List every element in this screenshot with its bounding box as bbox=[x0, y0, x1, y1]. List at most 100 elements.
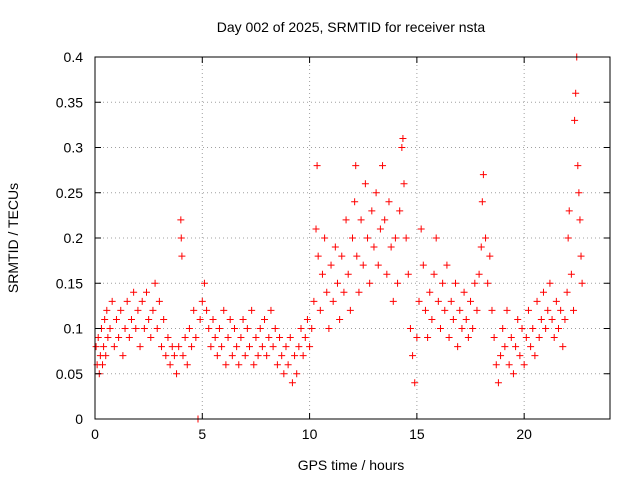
data-point bbox=[520, 361, 528, 369]
data-point bbox=[389, 297, 397, 305]
data-point bbox=[286, 334, 294, 342]
data-point bbox=[464, 334, 472, 342]
data-point bbox=[346, 306, 354, 314]
data-point bbox=[475, 270, 483, 278]
data-point bbox=[177, 234, 185, 242]
data-point bbox=[559, 343, 567, 351]
data-point bbox=[134, 306, 142, 314]
data-point bbox=[516, 352, 524, 360]
data-point bbox=[297, 325, 305, 332]
data-point bbox=[571, 116, 579, 124]
data-point bbox=[291, 352, 299, 360]
data-point bbox=[383, 270, 391, 278]
x-tick-label: 10 bbox=[302, 426, 318, 442]
data-point bbox=[226, 315, 234, 323]
data-point bbox=[436, 325, 444, 332]
data-point bbox=[366, 279, 374, 287]
data-point bbox=[333, 279, 341, 287]
data-point bbox=[486, 252, 494, 260]
data-point bbox=[265, 334, 273, 342]
data-point bbox=[490, 334, 498, 342]
data-point bbox=[318, 270, 326, 278]
data-point bbox=[565, 207, 573, 215]
data-point bbox=[478, 198, 486, 206]
data-point bbox=[164, 334, 172, 342]
data-point bbox=[218, 343, 226, 351]
data-point bbox=[301, 334, 309, 342]
data-point bbox=[288, 379, 296, 387]
data-point bbox=[198, 297, 206, 305]
data-point bbox=[203, 306, 211, 314]
data-point bbox=[123, 297, 131, 305]
data-point bbox=[479, 171, 487, 179]
x-tick-label: 5 bbox=[198, 426, 206, 442]
data-point bbox=[351, 198, 359, 206]
data-point bbox=[207, 343, 215, 351]
data-point bbox=[394, 279, 402, 287]
data-point bbox=[314, 252, 322, 260]
data-point bbox=[235, 361, 243, 369]
y-axis-label: SRMTID / TECUs bbox=[5, 183, 21, 293]
data-point bbox=[138, 297, 146, 305]
data-point bbox=[561, 315, 569, 323]
data-point bbox=[368, 207, 376, 215]
data-point bbox=[533, 297, 541, 305]
data-point bbox=[282, 343, 290, 351]
data-point bbox=[166, 361, 174, 369]
data-point bbox=[398, 144, 406, 151]
data-point bbox=[200, 279, 208, 287]
data-point bbox=[271, 325, 279, 332]
data-point bbox=[276, 334, 284, 342]
data-point bbox=[518, 325, 526, 332]
data-point bbox=[355, 288, 363, 296]
data-point bbox=[312, 225, 320, 233]
data-point bbox=[284, 361, 292, 369]
data-point bbox=[143, 288, 150, 296]
data-point bbox=[293, 370, 301, 378]
data-point bbox=[224, 334, 232, 342]
data-point bbox=[447, 297, 455, 305]
data-point bbox=[391, 234, 399, 242]
data-point bbox=[177, 216, 185, 224]
data-point bbox=[185, 325, 193, 332]
data-point bbox=[241, 352, 249, 360]
data-point bbox=[509, 370, 517, 378]
data-point bbox=[381, 216, 389, 224]
data-point bbox=[512, 343, 520, 351]
y-tick-label: 0.15 bbox=[56, 275, 83, 291]
data-points bbox=[92, 53, 586, 423]
data-point bbox=[125, 334, 133, 342]
data-point bbox=[471, 279, 479, 287]
data-point bbox=[153, 325, 161, 332]
data-point bbox=[151, 279, 159, 287]
data-point bbox=[460, 288, 468, 296]
data-point bbox=[310, 297, 318, 305]
tick-labels: 0 5 10 15 20 0 0.05 0.1 0.15 0.2 0.25 0.3 0.35 0.4 bbox=[56, 49, 532, 442]
data-point bbox=[404, 270, 412, 278]
data-point bbox=[168, 343, 176, 351]
data-point bbox=[402, 234, 410, 242]
data-point bbox=[329, 297, 337, 305]
data-point bbox=[248, 306, 256, 314]
data-point bbox=[445, 334, 453, 342]
data-point bbox=[426, 288, 434, 296]
data-point bbox=[387, 243, 395, 251]
data-point bbox=[295, 343, 303, 351]
data-point bbox=[529, 325, 537, 332]
data-point bbox=[349, 234, 356, 242]
data-point bbox=[575, 189, 583, 197]
data-point bbox=[336, 315, 344, 323]
data-point bbox=[117, 306, 125, 314]
data-point bbox=[178, 252, 186, 260]
data-point bbox=[321, 234, 329, 242]
data-point bbox=[567, 270, 575, 278]
data-point bbox=[263, 352, 271, 360]
data-point bbox=[313, 162, 321, 170]
data-point bbox=[338, 252, 346, 260]
data-point bbox=[155, 297, 163, 305]
data-point bbox=[548, 315, 556, 323]
data-point bbox=[505, 361, 513, 369]
data-point bbox=[462, 315, 470, 323]
data-point bbox=[162, 352, 170, 360]
